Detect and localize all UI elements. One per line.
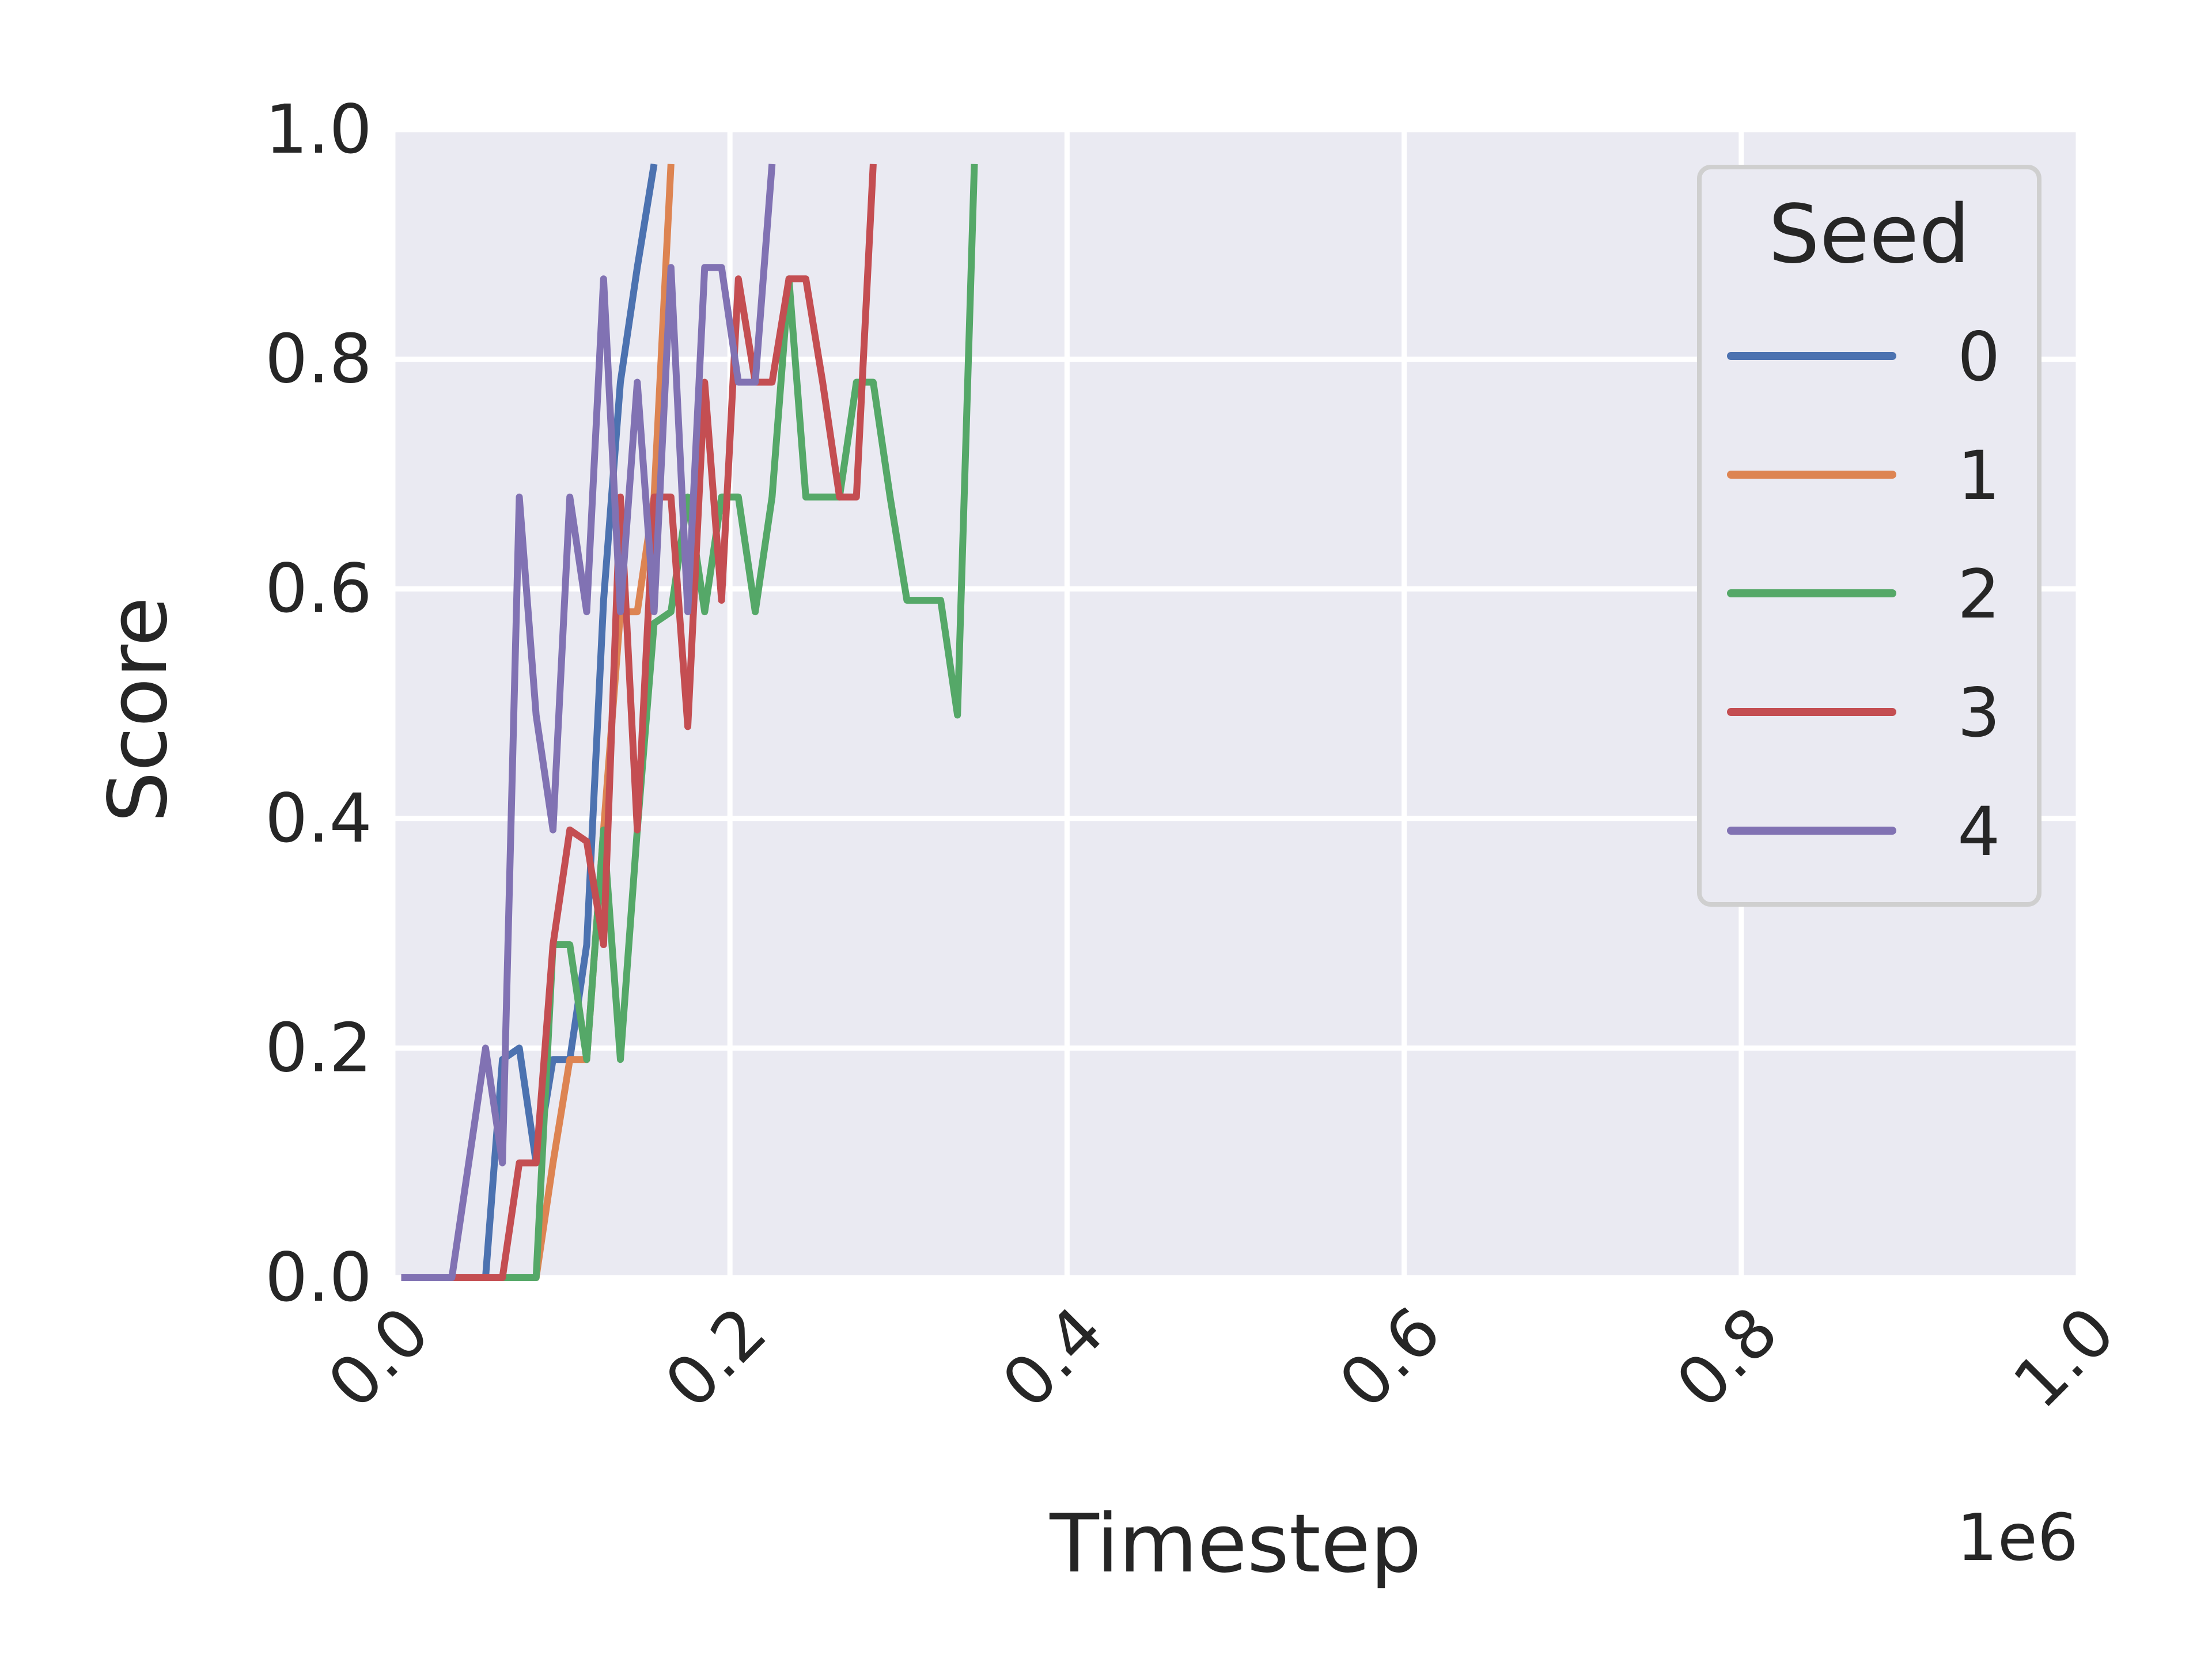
legend-label-seed-1: 1	[1957, 436, 2000, 515]
legend: Seed 0 1 2 3 4	[1697, 165, 2041, 907]
series-line-seed-4	[401, 164, 776, 1281]
y-axis-label: Score	[92, 597, 185, 823]
x-tick-label: 0.2	[650, 1292, 781, 1423]
legend-title: Seed	[1768, 188, 1970, 282]
legend-label-seed-2: 2	[1957, 555, 2000, 634]
x-offset-label: 1e6	[1957, 1501, 2078, 1575]
y-tick-label: 0.2	[265, 1008, 372, 1087]
x-tick-labels: 0.0 0.2 0.4 0.6 0.8 1.0	[313, 1292, 2130, 1423]
legend-label-seed-0: 0	[1957, 317, 2000, 396]
x-tick-label: 0.8	[1661, 1292, 1793, 1423]
x-axis-label: Timestep	[1049, 1497, 1421, 1591]
y-tick-label: 1.0	[265, 90, 372, 169]
x-tick-label: 0.4	[987, 1292, 1118, 1423]
series-line-seed-3	[401, 164, 877, 1281]
y-tick-labels: 0.0 0.2 0.4 0.6 0.8 1.0	[265, 90, 372, 1317]
y-tick-label: 0.8	[265, 320, 372, 399]
y-tick-label: 0.6	[265, 549, 372, 628]
x-tick-label: 1.0	[1998, 1292, 2130, 1423]
legend-box	[1697, 165, 2041, 907]
y-tick-label: 0.4	[265, 779, 372, 858]
legend-label-seed-4: 4	[1957, 792, 2000, 871]
x-tick-label: 0.6	[1324, 1292, 1456, 1423]
y-tick-label: 0.0	[265, 1238, 372, 1317]
legend-label-seed-3: 3	[1957, 673, 2000, 752]
series-lines	[401, 163, 978, 1281]
legend-items: 0 1 2 3 4	[1727, 317, 2000, 871]
